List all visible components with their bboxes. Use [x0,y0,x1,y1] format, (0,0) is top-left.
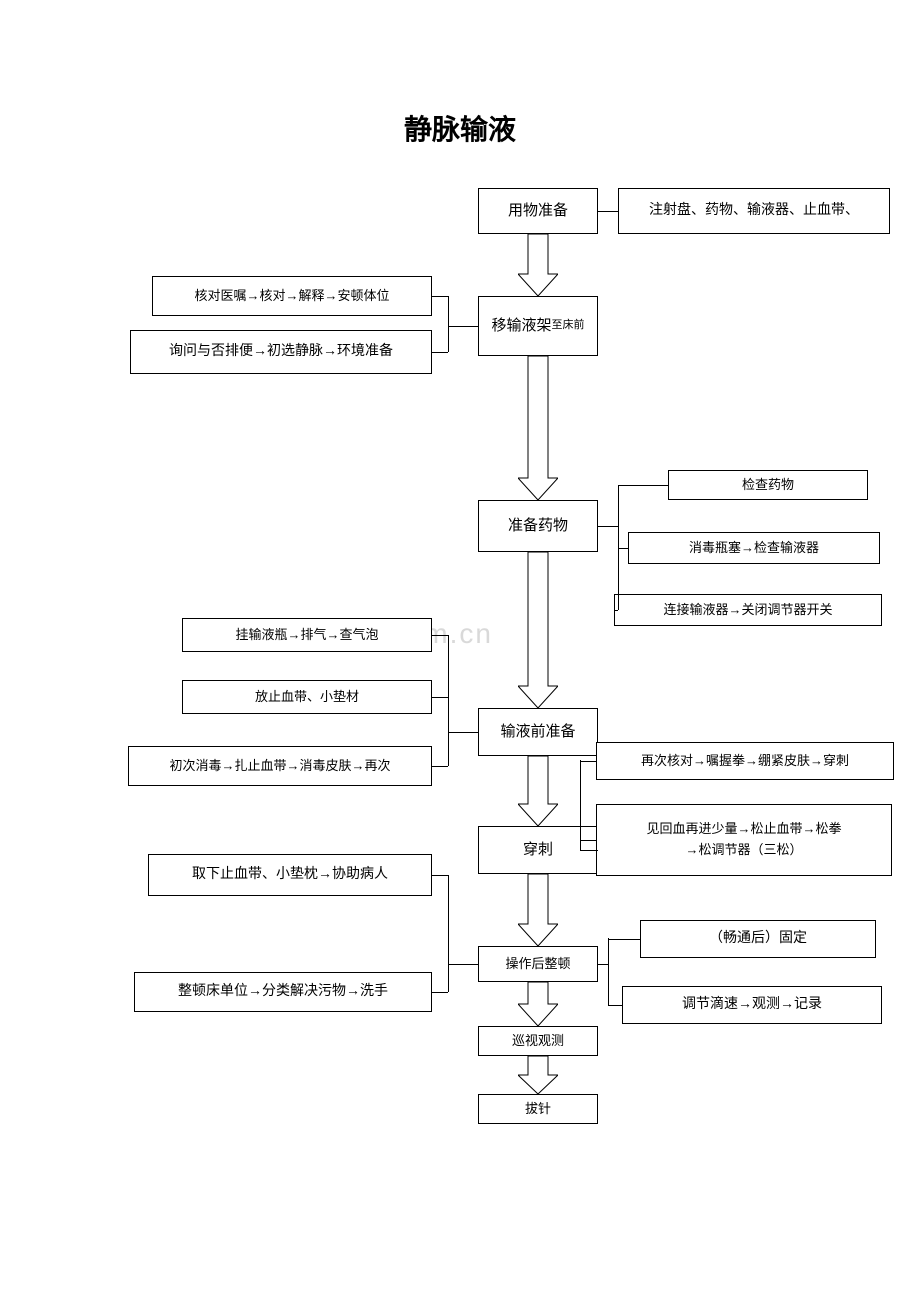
flow-arrow [518,356,558,500]
flow-arrow [518,552,558,708]
flow-node-n1: 用物准备 [478,188,598,234]
flow-arrow [518,756,558,826]
side-note-l1: 核对医嘱→核对→解释→安顿体位 [152,276,432,316]
side-note-r1: 注射盘、药物、输液器、止血带、 [618,188,890,234]
side-note-r6: 见回血再进少量→松止血带→松拳→松调节器（三松） [596,804,892,876]
flow-node-n3: 准备药物 [478,500,598,552]
flow-node-n2: 移输液架至床前 [478,296,598,356]
side-note-l6: 取下止血带、小垫枕→协助病人 [148,854,432,896]
side-note-l4: 放止血带、小垫材 [182,680,432,714]
side-note-r3: 消毒瓶塞→检查输液器 [628,532,880,564]
side-note-r8: 调节滴速→观测→记录 [622,986,882,1024]
side-note-r4: 连接输液器→关闭调节器开关 [614,594,882,626]
flow-node-n8: 拔针 [478,1094,598,1124]
flow-arrow [518,874,558,946]
flow-arrow [518,982,558,1026]
side-note-l2: 询问与否排便→初选静脉→环境准备 [130,330,432,374]
side-note-l7: 整顿床单位→分类解决污物→洗手 [134,972,432,1012]
flow-arrow [518,1056,558,1094]
side-note-l3: 挂输液瓶→排气→查气泡 [182,618,432,652]
flow-node-n6: 操作后整顿 [478,946,598,982]
side-note-r7: （畅通后）固定 [640,920,876,958]
page-title: 静脉输液 [404,115,516,146]
flow-node-n7: 巡视观测 [478,1026,598,1056]
side-note-l5: 初次消毒→扎止血带→消毒皮肤→再次 [128,746,432,786]
side-note-r2: 检查药物 [668,470,868,500]
flow-arrow [518,234,558,296]
flow-node-n4: 输液前准备 [478,708,598,756]
side-note-r5: 再次核对→嘱握拳→绷紧皮肤→穿刺 [596,742,894,780]
